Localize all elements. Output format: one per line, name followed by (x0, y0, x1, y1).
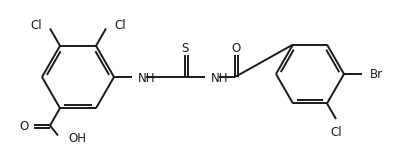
Text: OH: OH (68, 132, 86, 145)
Text: S: S (181, 41, 188, 54)
Text: O: O (20, 120, 29, 133)
Text: Cl: Cl (114, 19, 126, 32)
Text: NH: NH (138, 71, 155, 84)
Text: O: O (231, 41, 241, 54)
Text: Br: Br (370, 68, 383, 81)
Text: Cl: Cl (30, 19, 42, 32)
Text: NH: NH (211, 71, 228, 84)
Text: Cl: Cl (330, 126, 342, 139)
